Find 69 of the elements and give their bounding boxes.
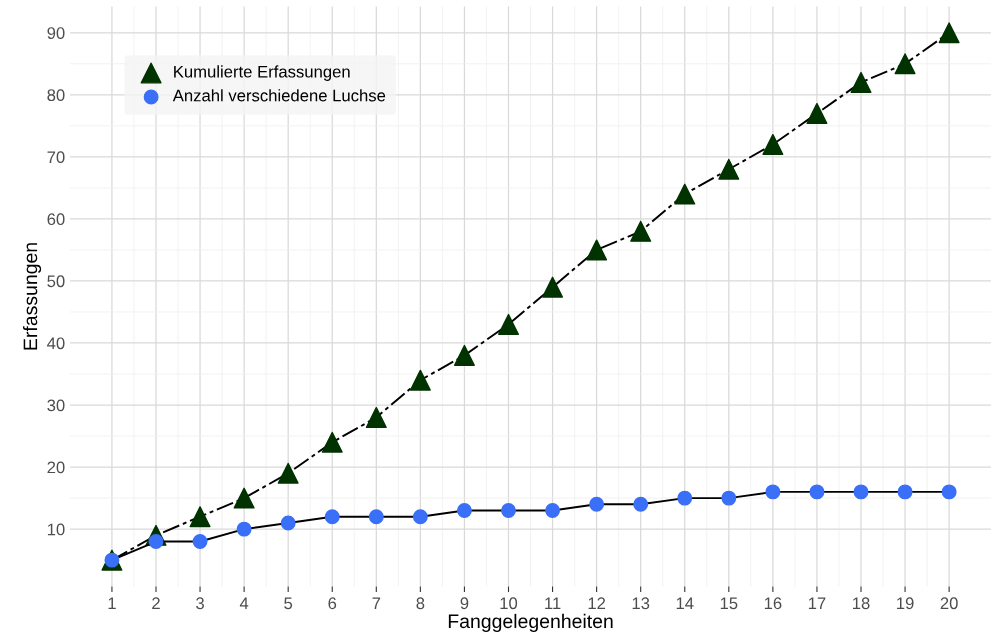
point bbox=[542, 276, 564, 298]
point bbox=[409, 369, 431, 391]
legend-label: Anzahl verschiedene Luchse bbox=[172, 89, 386, 102]
point bbox=[321, 431, 343, 453]
y-tick-label: 90 bbox=[47, 27, 65, 39]
point bbox=[453, 344, 475, 366]
point bbox=[589, 496, 605, 512]
point bbox=[938, 22, 960, 44]
x-tick-label: 7 bbox=[372, 597, 381, 610]
x-tick-label: 20 bbox=[940, 597, 958, 610]
legend-label: Kumulierte Erfassungen bbox=[174, 65, 350, 81]
x-axis-title: Fanggelegenheiten bbox=[448, 613, 613, 632]
point bbox=[718, 158, 740, 180]
point bbox=[365, 406, 387, 428]
y-tick-label: 70 bbox=[47, 151, 65, 164]
x-tick-label: 3 bbox=[196, 597, 204, 610]
point bbox=[586, 239, 608, 261]
y-tick-label: 50 bbox=[47, 275, 65, 288]
point bbox=[497, 313, 520, 335]
point bbox=[501, 503, 516, 518]
point bbox=[412, 509, 428, 525]
y-tick-label: 30 bbox=[47, 399, 65, 412]
x-tick-label: 4 bbox=[239, 597, 249, 610]
x-tick-label: 16 bbox=[764, 597, 782, 610]
point bbox=[897, 484, 913, 500]
y-axis-title: Erfassungen bbox=[23, 243, 42, 350]
point bbox=[765, 484, 781, 500]
x-tick-label: 2 bbox=[152, 597, 160, 610]
y-tick-label: 60 bbox=[47, 213, 65, 226]
point bbox=[192, 534, 208, 549]
point bbox=[674, 183, 696, 205]
x-tick-label: 9 bbox=[460, 597, 469, 610]
x-tick-label: 10 bbox=[500, 597, 518, 610]
x-tick-label: 11 bbox=[545, 597, 561, 610]
point bbox=[806, 102, 828, 124]
x-tick-label: 5 bbox=[284, 597, 293, 610]
y-tick-label: 10 bbox=[47, 523, 65, 536]
x-tick-label: 19 bbox=[897, 597, 914, 610]
point bbox=[809, 484, 825, 500]
x-tick-label: 17 bbox=[808, 597, 826, 610]
x-tick-label: 18 bbox=[853, 597, 870, 610]
x-tick-label: 13 bbox=[632, 597, 650, 610]
x-tick-label: 8 bbox=[416, 597, 425, 610]
point bbox=[324, 509, 340, 525]
point bbox=[277, 462, 299, 484]
point bbox=[633, 496, 649, 512]
point bbox=[545, 503, 561, 518]
point bbox=[677, 490, 693, 506]
point bbox=[368, 509, 384, 525]
point bbox=[236, 521, 252, 537]
y-tick-label: 80 bbox=[47, 89, 65, 102]
y-tick-label: 20 bbox=[47, 461, 65, 474]
point bbox=[762, 133, 784, 155]
point bbox=[853, 484, 869, 500]
point bbox=[189, 506, 211, 528]
x-tick-label: 6 bbox=[328, 597, 337, 610]
y-tick-label: 40 bbox=[47, 337, 65, 350]
point bbox=[894, 53, 916, 75]
point bbox=[941, 484, 957, 500]
point bbox=[630, 220, 652, 242]
point bbox=[850, 71, 872, 93]
point bbox=[456, 503, 472, 518]
x-tick-label: 12 bbox=[588, 597, 606, 610]
x-tick-label: 15 bbox=[720, 597, 738, 610]
point bbox=[233, 487, 255, 509]
point bbox=[280, 515, 296, 531]
x-tick-label: 14 bbox=[676, 597, 694, 610]
x-tick-label: 1 bbox=[108, 597, 116, 610]
point bbox=[721, 490, 737, 506]
